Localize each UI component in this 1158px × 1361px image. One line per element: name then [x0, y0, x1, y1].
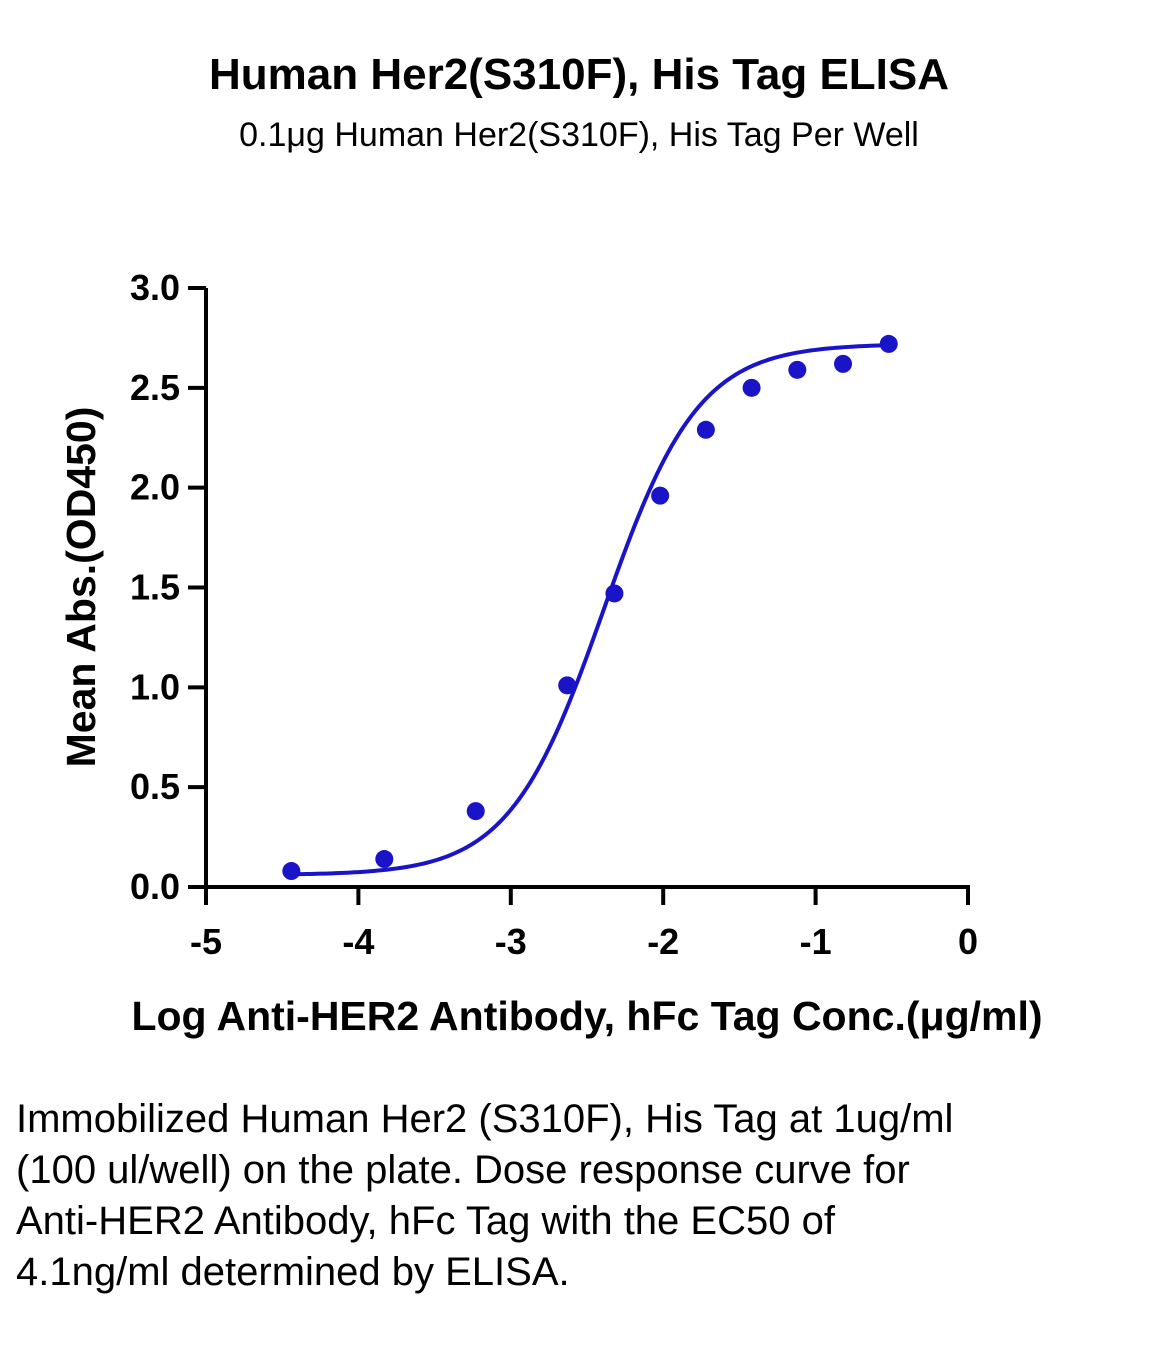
y-tick-label: 0.5: [130, 766, 180, 807]
x-axis-label: Log Anti-HER2 Antibody, hFc Tag Conc.(μg…: [131, 993, 1042, 1039]
data-point: [879, 334, 898, 353]
data-points: [282, 334, 898, 881]
y-tick-label: 2.5: [130, 367, 180, 408]
chart-title: Human Her2(S310F), His Tag ELISA: [208, 50, 950, 99]
data-point: [834, 354, 853, 373]
y-tick-label: 1.5: [130, 567, 180, 608]
axes: 0.0 0.5 1.0 1.5 2.0 2.5 3.0 -5 -4 -3 -2 -1 0: [130, 267, 978, 962]
x-tick-label: -3: [495, 921, 527, 962]
x-tick-label: 0: [958, 921, 978, 962]
data-point: [466, 802, 485, 821]
x-tick-label: -2: [647, 921, 679, 962]
data-point: [651, 486, 670, 505]
x-tick-label: -1: [800, 921, 832, 962]
y-tick-label: 3.0: [130, 267, 180, 308]
chart-subtitle: 0.1μg Human Her2(S310F), His Tag Per Wel…: [239, 116, 919, 154]
data-point: [375, 850, 394, 869]
data-point: [742, 378, 761, 397]
x-tick-label: -4: [342, 921, 374, 962]
y-tick-label: 2.0: [130, 467, 180, 508]
fit-curve: [291, 343, 889, 877]
figure-caption: Immobilized Human Her2 (S310F), His Tag …: [16, 1097, 954, 1294]
y-tick-label: 1.0: [130, 666, 180, 707]
y-axis-label: Mean Abs.(OD450): [58, 407, 104, 768]
data-point: [558, 676, 577, 695]
data-point: [605, 584, 624, 603]
x-tick-label: -5: [190, 921, 222, 962]
y-tick-label: 0.0: [130, 866, 180, 907]
data-point: [696, 420, 715, 439]
elisa-chart: 0.0 0.5 1.0 1.5 2.0 2.5 3.0 -5 -4 -3 -2 -1 0 Log Ant…: [58, 267, 1043, 1039]
data-point: [788, 360, 807, 379]
data-point: [282, 862, 301, 881]
fit-curve-group: [291, 343, 889, 877]
